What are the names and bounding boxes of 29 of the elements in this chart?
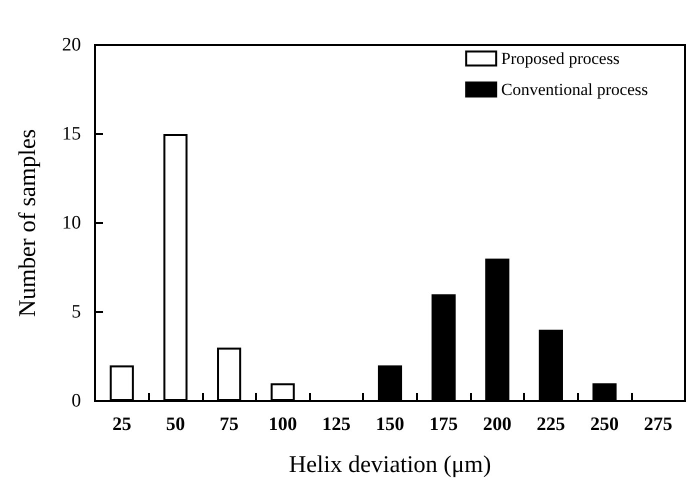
x-tick-label: 275 <box>644 414 672 435</box>
x-tick-label: 200 <box>483 414 512 435</box>
legend-label: Proposed process <box>501 49 620 68</box>
x-axis-title: Helix deviation (μm) <box>288 452 492 478</box>
y-tick-label: 10 <box>62 212 81 234</box>
y-tick-label: 15 <box>62 124 81 144</box>
x-tick-label: 125 <box>322 414 351 435</box>
bar <box>217 348 242 401</box>
y-tick-label: 5 <box>72 302 81 322</box>
x-tick-label: 25 <box>112 414 132 435</box>
bar <box>110 365 134 401</box>
y-tick-label: 20 <box>62 34 81 56</box>
legend-label: Conventional process <box>501 80 648 99</box>
x-tick-label: 175 <box>429 414 458 435</box>
x-tick-label: 225 <box>536 414 566 435</box>
bar <box>538 330 563 401</box>
y-axis-title: Number of samples <box>15 129 41 317</box>
bar <box>163 134 188 401</box>
bar <box>592 383 617 401</box>
y-tick-label: 0 <box>72 390 81 412</box>
bar <box>378 365 402 401</box>
x-tick-label: 75 <box>220 414 239 435</box>
x-tick-label: 150 <box>376 414 404 435</box>
bar <box>432 294 456 401</box>
x-tick-label: 100 <box>268 414 297 435</box>
x-tick-label: 50 <box>166 414 185 435</box>
bar <box>270 383 295 401</box>
bar <box>485 258 510 401</box>
x-tick-label: 250 <box>590 414 619 435</box>
